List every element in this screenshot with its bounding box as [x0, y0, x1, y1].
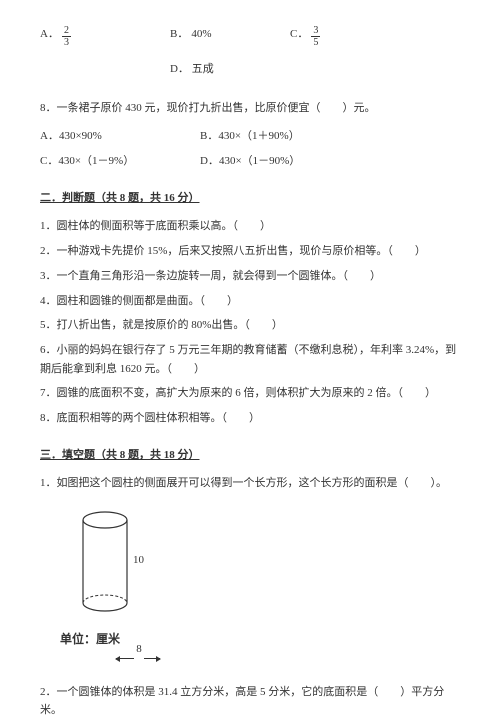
- cylinder-width-row: 8: [80, 649, 180, 668]
- q8-option-c: C．430×（1－9%）: [40, 152, 200, 171]
- cylinder-bottom-row: 单位：厘米: [60, 625, 180, 649]
- section2-title: 二．判断题（共 8 题，共 16 分）: [40, 189, 460, 208]
- q7-a-label: A．: [40, 25, 59, 44]
- sec2-item: 1．圆柱体的侧面积等于底面积乘以高。（ ）: [40, 217, 460, 236]
- q7-options-top: A． 2 3 B． 40% C． 3 5: [40, 25, 460, 48]
- q7-option-b: B． 40%: [170, 25, 290, 48]
- q7-option-d: D． 五成: [170, 60, 460, 79]
- sec2-item: 3．一个直角三角形沿一条边旋转一周，就会得到一个圆锥体。（ ）: [40, 267, 460, 286]
- q8-option-d: D．430×（1－90%）: [200, 152, 300, 171]
- q8-option-b: B．430×（1＋90%）: [200, 127, 300, 146]
- sec2-item: 2．一种游戏卡先提价 15%，后来又按照八五折出售，现价与原价相等。（ ）: [40, 242, 460, 261]
- q8-option-a: A．430×90%: [40, 127, 200, 146]
- cylinder-icon: 10: [60, 508, 160, 618]
- sec2-item: 7．圆锥的底面积不变，高扩大为原来的 6 倍，则体积扩大为原来的 2 倍。（ ）: [40, 384, 460, 403]
- sec2-item: 6．小丽的妈妈在银行存了 5 万元三年期的教育储蓄（不缴利息税），年利率 3.2…: [40, 341, 460, 378]
- sec3-q2: 2．一个圆锥体的体积是 31.4 立方分米，高是 5 分米，它的底面积是（ ）平…: [40, 683, 460, 720]
- q7-d-label: D．: [170, 63, 189, 75]
- q7-b-label: B．: [170, 25, 188, 44]
- cylinder-figure: 10 单位：厘米 8: [60, 508, 180, 668]
- sec2-item: 5．打八折出售，就是按原价的 80%出售。（ ）: [40, 316, 460, 335]
- q7-c-num: 3: [311, 25, 320, 37]
- q7-a-den: 3: [62, 37, 71, 48]
- cylinder-height-label: 10: [133, 554, 145, 566]
- sec3-q1: 1．如图把这个圆柱的侧面展开可以得到一个长方形，这个长方形的面积是（ ）。: [40, 474, 460, 493]
- section3-title: 三．填空题（共 8 题，共 18 分）: [40, 446, 460, 465]
- q7-a-num: 2: [62, 25, 71, 37]
- sec2-item: 4．圆柱和圆锥的侧面都是曲面。（ ）: [40, 292, 460, 311]
- sec2-item: 8．底面积相等的两个圆柱体积相等。（ ）: [40, 409, 460, 428]
- q8-stem: 8．一条裙子原价 430 元，现价打九折出售，比原价便宜（ ）元。: [40, 99, 460, 118]
- unit-label: 单位：厘米: [60, 629, 120, 649]
- q8-row2: C．430×（1－9%） D．430×（1－90%）: [40, 152, 460, 171]
- q7-b-val: 40%: [191, 25, 211, 44]
- fraction-icon: 2 3: [62, 25, 71, 48]
- q8-row1: A．430×90% B．430×（1＋90%）: [40, 127, 460, 146]
- cylinder-width-label: 8: [134, 640, 144, 659]
- q7-option-c: C． 3 5: [290, 25, 370, 48]
- q7-d-val: 五成: [192, 63, 214, 75]
- q7-c-label: C．: [290, 25, 308, 44]
- q7-c-den: 5: [311, 37, 320, 48]
- fraction-icon: 3 5: [311, 25, 320, 48]
- q7-option-a: A． 2 3: [40, 25, 170, 48]
